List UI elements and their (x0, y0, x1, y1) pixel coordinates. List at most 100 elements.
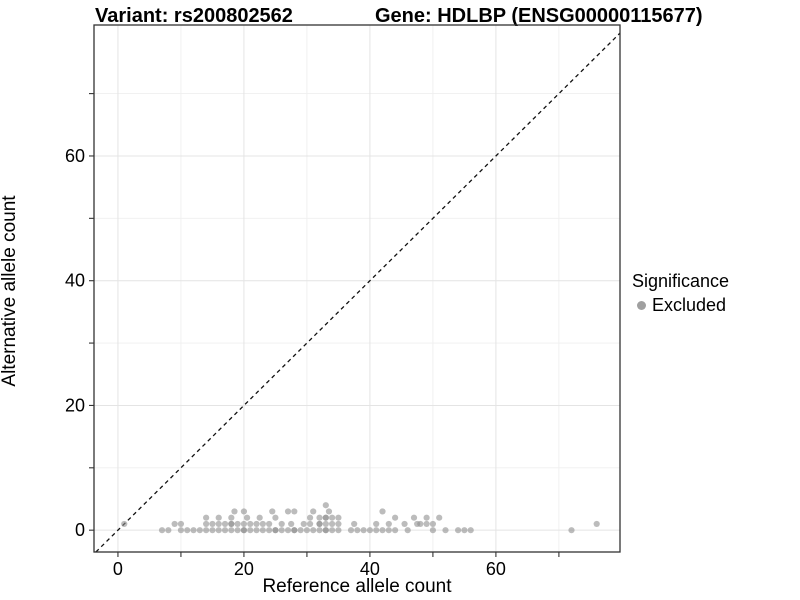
data-point (379, 527, 386, 534)
data-point (234, 527, 241, 534)
data-point (436, 514, 443, 521)
data-point (190, 527, 197, 534)
legend-title: Significance (632, 271, 730, 291)
data-point (247, 520, 254, 528)
data-point (158, 527, 166, 534)
data-point (300, 520, 307, 528)
data-point (165, 527, 172, 534)
data-point (410, 514, 418, 521)
data-point (297, 527, 304, 534)
data-point (360, 527, 367, 534)
variant-title: Variant: rs200802562 (95, 5, 293, 27)
data-point (593, 520, 600, 528)
data-point (316, 514, 323, 521)
legend-item-label: Excluded (652, 295, 727, 315)
data-point (455, 527, 462, 534)
data-point (404, 527, 411, 534)
data-point (209, 520, 216, 528)
data-point (272, 514, 279, 521)
data-point (306, 520, 314, 528)
x-tick-label: 60 (486, 559, 506, 579)
data-point (322, 527, 329, 534)
data-point (228, 520, 235, 528)
data-point (171, 520, 178, 528)
data-point (291, 508, 298, 515)
data-point (221, 520, 229, 528)
data-point (316, 520, 323, 528)
x-tick-label: 0 (113, 559, 123, 579)
data-point (401, 520, 408, 528)
data-point (306, 514, 314, 521)
data-point (316, 527, 323, 534)
data-point (335, 527, 342, 534)
data-point (310, 527, 317, 534)
legend-item-excluded: Excluded (632, 295, 729, 316)
data-point (121, 520, 128, 528)
y-tick-label: 60 (65, 146, 85, 166)
data-point (231, 508, 238, 515)
gene-title: Gene: HDLBP (ENSG00000115677) (375, 5, 703, 27)
data-point (385, 527, 392, 534)
y-tick-label: 20 (65, 395, 85, 415)
y-tick-label: 0 (75, 520, 85, 540)
y-tick-label: 40 (65, 271, 85, 291)
data-point (228, 514, 235, 521)
data-point (568, 527, 575, 534)
data-point (196, 527, 203, 534)
data-point (366, 527, 374, 534)
data-point (253, 527, 260, 534)
data-point (329, 520, 336, 528)
data-point (284, 527, 292, 534)
data-point (234, 520, 241, 528)
data-point (322, 514, 329, 521)
data-point (423, 514, 430, 521)
data-point (373, 527, 380, 534)
data-point (379, 508, 386, 515)
data-point (442, 527, 449, 534)
excluded-point-icon (637, 301, 646, 310)
data-point (228, 527, 235, 534)
data-point (215, 514, 222, 521)
data-point (240, 520, 248, 528)
data-point (385, 520, 392, 528)
data-point (310, 508, 317, 515)
data-point (329, 514, 336, 521)
data-point (259, 520, 266, 528)
data-point (429, 527, 437, 534)
data-point (272, 527, 279, 534)
data-point (278, 520, 285, 528)
x-tick-label: 40 (360, 559, 380, 579)
data-point (354, 527, 361, 534)
data-point (269, 508, 276, 515)
data-point (291, 527, 298, 534)
data-point (322, 520, 329, 528)
data-point (392, 514, 399, 521)
data-point (322, 502, 329, 509)
data-point (351, 520, 358, 528)
data-point (347, 527, 355, 534)
data-point (335, 514, 342, 521)
data-point (278, 527, 285, 534)
data-point (303, 527, 311, 534)
data-point (177, 527, 185, 534)
x-tick-label: 20 (234, 559, 254, 579)
data-point (266, 527, 273, 534)
data-point (203, 514, 210, 521)
data-point (209, 527, 216, 534)
panel-border (93, 24, 621, 553)
legend: Significance Excluded (632, 271, 729, 316)
data-point (429, 520, 437, 528)
data-point (184, 527, 191, 534)
data-point (203, 527, 210, 534)
data-point (266, 520, 273, 528)
data-point (423, 520, 430, 528)
data-point (467, 527, 474, 534)
data-point (284, 508, 292, 515)
data-point (215, 520, 222, 528)
data-point (335, 520, 342, 528)
y-axis-title: Alternative allele count (0, 195, 20, 387)
identity-line (95, 32, 621, 553)
data-point (215, 527, 222, 534)
data-point (221, 527, 229, 534)
